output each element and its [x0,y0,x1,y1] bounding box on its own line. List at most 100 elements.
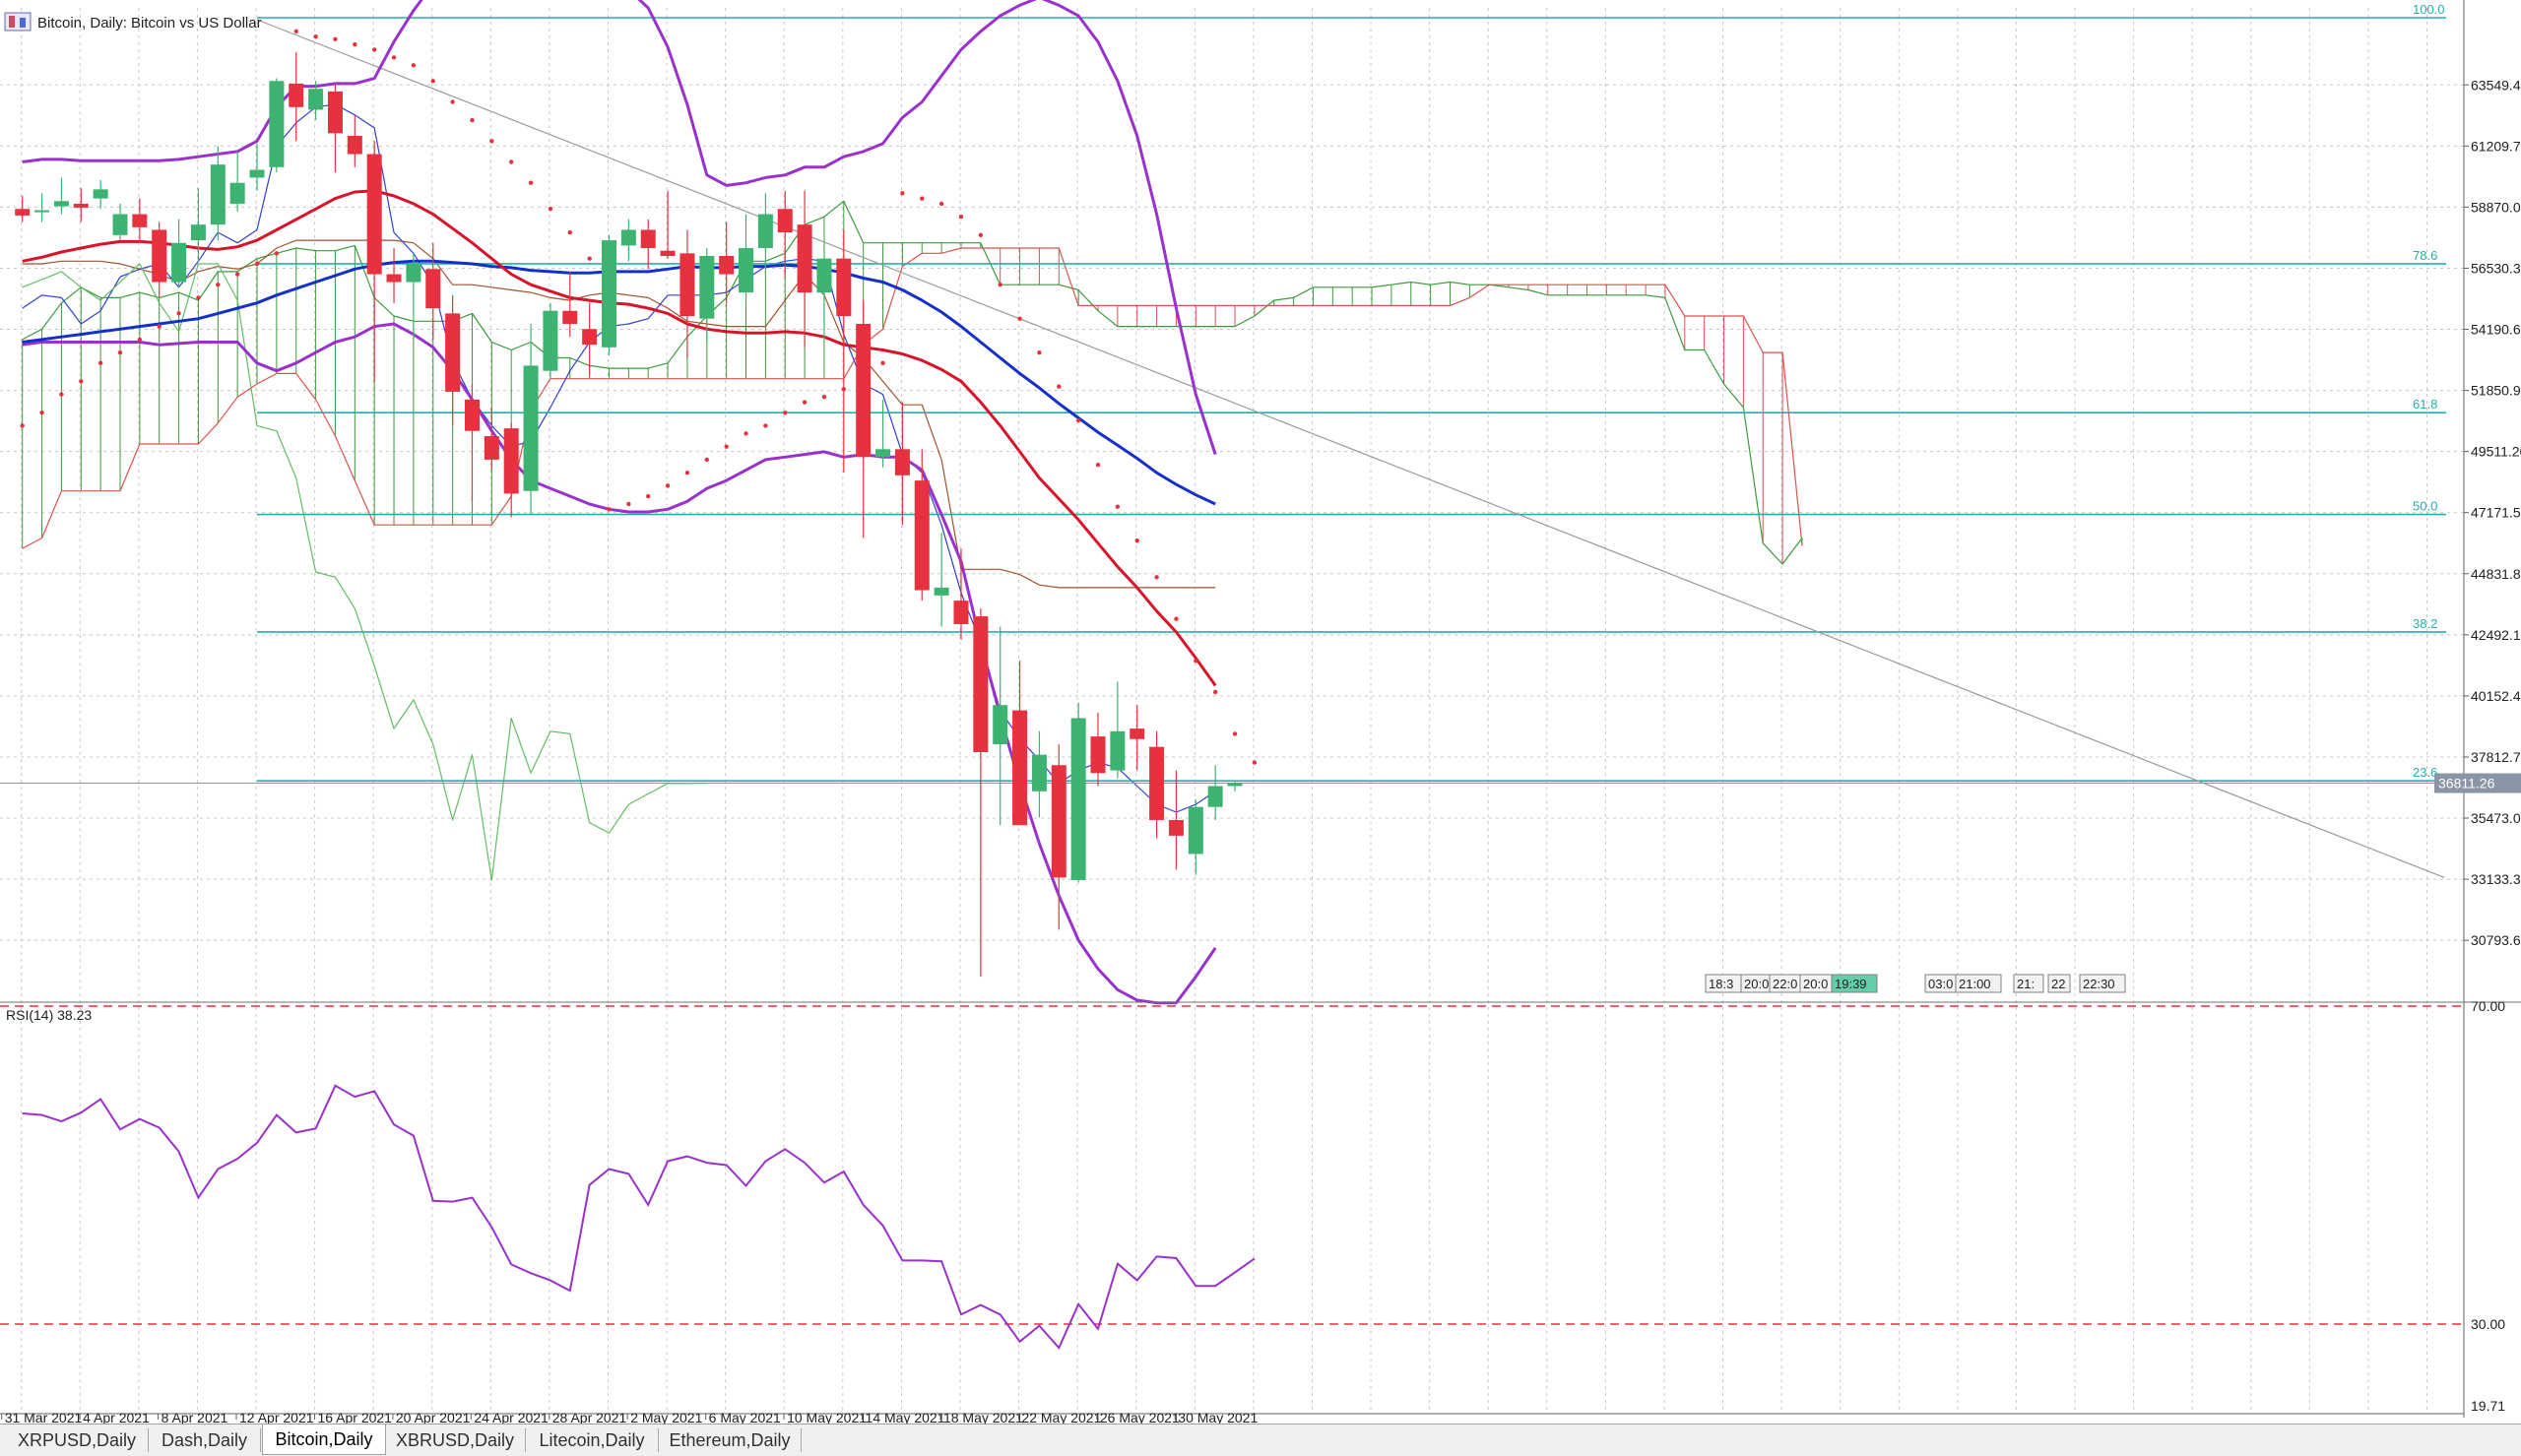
candle-2021-05-27 [1130,705,1145,771]
candle-2021-04-15 [308,81,324,121]
candle-2021-05-19 [973,608,989,978]
candle-body [210,164,226,225]
candle-body [1031,754,1047,791]
tab-litecoin[interactable]: Litecoin,Daily [526,1428,659,1452]
tab-dash[interactable]: Dash,Daily [149,1428,261,1452]
candle-2021-05-10 [797,190,812,348]
candle-body [875,449,891,458]
candle-body [1110,730,1126,771]
candle-body [1130,728,1145,739]
candle-body [190,224,206,241]
candle-2021-05-06 [719,222,735,303]
candle-2021-04-25 [503,422,519,518]
tab-bitcoin[interactable]: Bitcoin,Daily [262,1424,386,1455]
candle-2021-05-24 [1070,702,1086,883]
time-tick-label: 30 May 2021 [1178,1410,1258,1424]
candle-body [15,209,31,216]
candle-2021-05-26 [1110,681,1126,779]
candle-body [249,169,265,178]
candle-body [1227,783,1243,787]
candle-body [34,210,50,213]
psar-dot [1075,417,1081,423]
candle-body [620,229,636,246]
candle-2021-05-11 [816,250,832,343]
candle-body [719,256,735,275]
psar-dot [391,55,397,60]
psar-dot [411,63,417,68]
candle-2021-04-05 [112,203,128,241]
time-tick-label: 26 May 2021 [1100,1410,1180,1424]
psar-dot [293,29,298,34]
candle-body [562,310,578,324]
psar-dot [509,159,514,164]
candle-body [699,256,715,319]
psar-dot [1154,575,1159,580]
candle-body [1188,806,1203,855]
candle-2021-04-17 [347,114,362,167]
tab-ethereum[interactable]: Ethereum,Daily [659,1428,802,1452]
candle-2021-05-16 [914,449,930,601]
psar-dot [79,379,84,384]
candle-2021-04-13 [269,78,285,173]
tab-xrpusd[interactable]: XRPUSD,Daily [6,1428,149,1452]
psar-dot [1115,504,1121,509]
candle-body [757,214,773,249]
candle-2021-05-04 [679,229,695,358]
tab-xbrusd[interactable]: XBRUSD,Daily [385,1428,526,1452]
candle-2021-04-21 [425,242,441,340]
candle-body [1207,786,1223,807]
psar-dot [430,79,435,84]
candle-2021-05-21 [1012,661,1028,826]
psar-dot [157,324,162,329]
price-chart[interactable]: 100.0 78.6 61.8 50.0 38.2 23.6 63549.40 61209.… [0,0,2521,1424]
rsi-panel [0,1001,2521,1351]
candle-body [543,310,558,371]
chart-title: Bitcoin, Daily: Bitcoin vs US Dollar [37,15,262,32]
price-tick-label: 33133.30 [2471,871,2521,887]
time-tick-label: 28 Apr 2021 [552,1410,627,1424]
price-tick-label: 51850.90 [2471,383,2521,399]
time-stamp-label: 20:0 [1744,977,1769,991]
price-tick-label: 56530.30 [2471,260,2521,276]
time-stamp-label: 22 [2051,977,2065,991]
candle-body [132,214,148,227]
psar-dot [234,272,240,277]
time-tick-label: 22 May 2021 [1021,1410,1101,1424]
psar-dot [216,282,221,287]
candle-2021-05-12 [836,229,852,474]
candle-body [1090,736,1106,774]
time-tick-label: 18 May 2021 [943,1410,1023,1424]
time-tick-label: 10 May 2021 [787,1410,867,1424]
candle-2021-04-14 [289,52,304,142]
time-tick-label: 24 Apr 2021 [474,1410,549,1424]
candle-body [464,399,480,431]
price-tick-label: 35473.00 [2471,810,2521,826]
candle-2021-05-15 [894,402,910,526]
price-tick-label: 54190.60 [2471,322,2521,338]
price-tick-label: 42492.10 [2471,627,2521,643]
psar-dot [353,41,357,47]
time-stamp-box [2013,974,2044,993]
psar-dot [1252,760,1258,765]
time-tick-label: 6 May 2021 [709,1410,781,1424]
candle-body [366,154,382,275]
psar-dot [450,99,455,104]
symbol-icon[interactable] [4,12,32,32]
symbol-icon-bar [20,18,26,28]
candle-2021-04-07 [152,222,167,298]
psar-dot [1134,538,1139,543]
time-tick-label: 12 Apr 2021 [239,1410,314,1424]
rsi-header: RSI(14) 38.23 [6,1007,92,1023]
candle-2021-05-28 [1149,730,1165,839]
time-stamp-labels: 18:3 20:0 22:0 20:0 19:39 03:0 21:00 21: 22 22:30 [1705,974,2126,993]
psar-dot [763,423,768,428]
rsi-title: RSI(14) 38.23 [6,1007,92,1023]
candle-body [171,242,187,283]
axes: 63549.40 61209.70 58870.00 56530.30 54190.60… [0,0,2521,1424]
psar-dot [117,349,123,355]
time-stamp-box [2047,974,2071,993]
psar-dot [626,501,631,507]
psar-dot [20,423,25,428]
time-tick-label: 14 May 2021 [866,1410,945,1424]
symbol-icon-bar [9,16,15,28]
